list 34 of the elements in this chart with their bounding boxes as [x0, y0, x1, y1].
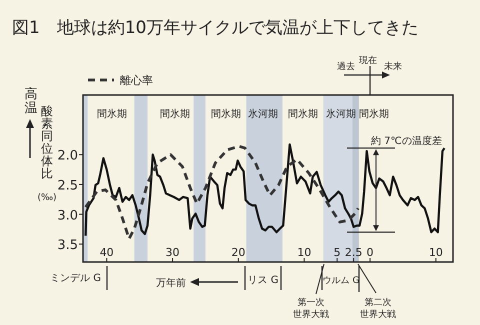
annotation: 氷河期 — [248, 108, 278, 120]
annotation: 間氷期 — [359, 108, 389, 120]
y-tick-label: 2.0 — [57, 148, 78, 164]
text: 第一次世界大戦 — [293, 297, 329, 320]
x-tick-label: 0 — [366, 246, 374, 259]
x-tick-label: 10 — [297, 246, 312, 259]
annotation: 間氷期 — [160, 108, 190, 120]
annotation: 約 7℃の温度差 — [371, 135, 442, 147]
x-axis-title: 万年前 — [156, 277, 186, 289]
annotation: 間氷期 — [288, 108, 318, 120]
text: リス G — [248, 275, 278, 286]
legend-label: 離心率 — [120, 74, 153, 87]
x-tick-label: 30 — [166, 246, 180, 259]
x-tick-label: 40 — [100, 246, 114, 259]
line-series — [84, 144, 360, 240]
y-axis-title: 酸素同位体比 (‰) — [37, 104, 57, 203]
x-tick-label: 2.5 — [344, 246, 362, 259]
text: ミンデル G — [50, 273, 101, 284]
x-tick-label: 20 — [231, 246, 246, 259]
chart-title: 図1 地球は約10万年サイクルで気温が上下してきた — [12, 18, 418, 38]
x-tick-label: 10 — [428, 246, 443, 259]
text: 過去 — [337, 61, 355, 72]
text: ウルム G — [322, 276, 360, 286]
text: 現在 — [359, 55, 377, 66]
annotation: 間氷期 — [211, 108, 241, 120]
annotation: 氷河期 — [326, 108, 356, 120]
annotation: 間氷期 — [97, 108, 127, 120]
y-tick-label: 3.5 — [57, 238, 78, 254]
x-tick-label: 5 — [334, 246, 341, 259]
y-tick-label: 3.0 — [57, 208, 78, 224]
y-tick-label: 2.5 — [57, 178, 78, 194]
text: 第二次世界大戦 — [360, 297, 396, 320]
text: 未来 — [384, 61, 402, 72]
text: 高温 — [24, 86, 38, 116]
